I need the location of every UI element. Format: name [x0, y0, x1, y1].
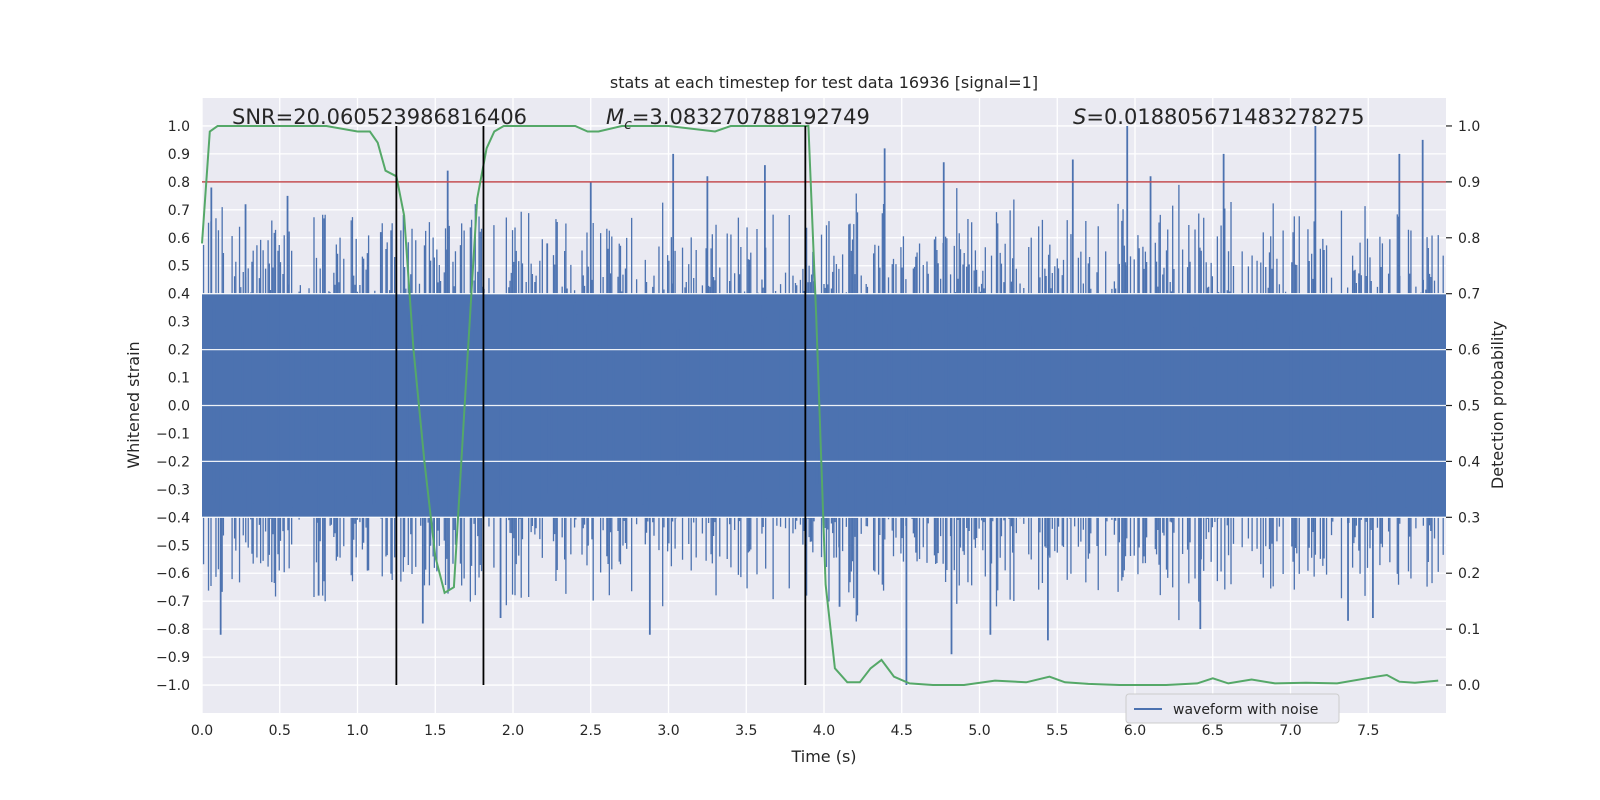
s-symbol: S: [1073, 105, 1086, 129]
x-tick-label: 4.5: [891, 723, 913, 739]
x-tick-label: 5.0: [968, 723, 990, 739]
y-tick-label: −0.6: [156, 566, 190, 582]
x-tick-label: 7.0: [1279, 723, 1301, 739]
x-tick-label: 0.0: [191, 723, 213, 739]
s-value: =0.018805671483278275: [1086, 105, 1364, 129]
y-tick-label: 0.2: [168, 343, 190, 359]
x-tick-label: 7.5: [1357, 723, 1379, 739]
y-tick-label: −0.8: [156, 622, 190, 638]
y-tick-label: 0.0: [168, 399, 190, 415]
x-tick-label: 3.5: [735, 723, 757, 739]
x-axis-label: Time (s): [790, 747, 856, 766]
legend: waveform with noise: [1125, 693, 1340, 724]
vertical-markers: [395, 125, 807, 686]
snr-annotation: SNR=20.060523986816406: [232, 105, 527, 129]
x-tick-label: 2.0: [502, 723, 524, 739]
chirp-mass-annotation: Mc=3.083270788192749: [606, 105, 870, 133]
x-tick-label: 1.0: [346, 723, 368, 739]
chirp-mass-value: =3.083270788192749: [632, 105, 870, 129]
y-right-tick-label: 0.2: [1458, 566, 1480, 582]
x-tick-label: 0.5: [269, 723, 291, 739]
x-axis-ticks: 0.0 0.5 1.0 1.5 2.0 2.5 3.0 3.5 4.0 4.5 5.0 5.5 6.0 6…: [191, 723, 1380, 739]
y-right-tick-label: 0.6: [1458, 343, 1480, 359]
y-axis-label: Whitened strain: [124, 341, 143, 468]
y-tick-label: 0.5: [168, 259, 190, 275]
chart-title: stats at each timestep for test data 169…: [610, 73, 1038, 92]
chirp-mass-symbol: M: [606, 105, 624, 129]
y-right-tick-label: 1.0: [1458, 119, 1480, 135]
s-annotation: S=0.018805671483278275: [1073, 105, 1364, 129]
y-tick-label: −0.5: [156, 538, 190, 554]
y-right-tick-label: 0.3: [1458, 510, 1480, 526]
y-tick-label: −0.2: [156, 454, 190, 470]
x-tick-label: 6.5: [1202, 723, 1224, 739]
y-tick-label: −0.9: [156, 650, 190, 666]
y-right-tick-label: 0.4: [1458, 454, 1480, 470]
y-right-tick-label: 0.0: [1458, 678, 1480, 694]
legend-box: [1125, 693, 1340, 724]
x-tick-label: 1.5: [424, 723, 446, 739]
y-right-tick-label: 0.9: [1458, 175, 1480, 191]
y-tick-label: 0.8: [168, 175, 190, 191]
y-right-tick-label: 0.1: [1458, 622, 1480, 638]
y-tick-label: 0.7: [168, 203, 190, 219]
x-tick-label: 4.0: [813, 723, 835, 739]
y-tick-label: 0.9: [168, 147, 190, 163]
y-tick-label: −0.7: [156, 594, 190, 610]
y-tick-label: 0.4: [168, 287, 190, 303]
y-tick-label: 0.3: [168, 315, 190, 331]
y-right-tick-label: 0.5: [1458, 399, 1480, 415]
y-tick-label: 0.1: [168, 371, 190, 387]
y-right-axis-ticks: 1.0 0.9 0.8 0.7 0.6 0.5 0.4 0.3 0.2 0.1 0.0: [1446, 119, 1480, 694]
chirp-mass-subscript: c: [624, 117, 632, 133]
y-right-tick-label: 0.8: [1458, 231, 1480, 247]
y-tick-label: 1.0: [168, 119, 190, 135]
x-tick-label: 6.0: [1124, 723, 1146, 739]
y-tick-label: −1.0: [156, 678, 190, 694]
y-tick-label: −0.4: [156, 510, 190, 526]
y-tick-label: −0.3: [156, 482, 190, 498]
legend-label: waveform with noise: [1173, 702, 1318, 718]
x-tick-label: 3.0: [657, 723, 679, 739]
x-tick-label: 2.5: [580, 723, 602, 739]
y-right-axis-label: Detection probability: [1488, 321, 1507, 489]
probability-series-layer: [201, 125, 1439, 686]
y-tick-label: 0.6: [168, 231, 190, 247]
x-tick-label: 5.5: [1046, 723, 1068, 739]
y-right-tick-label: 0.7: [1458, 287, 1480, 303]
strain-series: [202, 125, 1446, 686]
probability-line: [201, 125, 1439, 686]
y-axis-ticks: 1.0 0.9 0.8 0.7 0.6 0.5 0.4 0.3 0.2 0.1 0.0 −0.1 −0.…: [156, 119, 190, 694]
y-tick-label: −0.1: [156, 426, 190, 442]
